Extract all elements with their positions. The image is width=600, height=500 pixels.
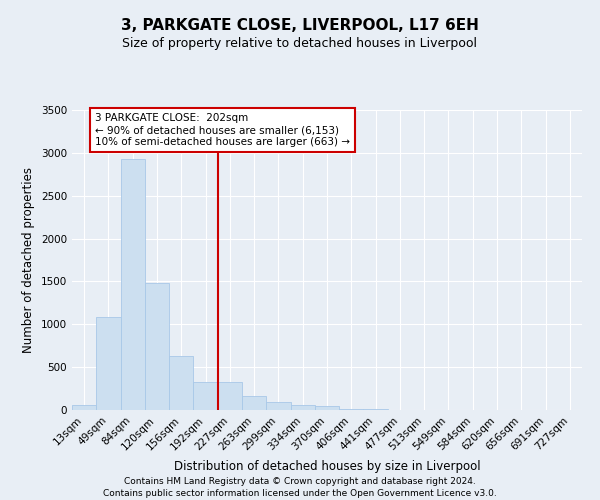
Bar [364,409,388,410]
Text: 3 PARKGATE CLOSE:  202sqm
← 90% of detached houses are smaller (6,153)
10% of se: 3 PARKGATE CLOSE: 202sqm ← 90% of detach… [95,114,350,146]
Text: Contains public sector information licensed under the Open Government Licence v3: Contains public sector information licen… [103,489,497,498]
Text: Contains HM Land Registry data © Crown copyright and database right 2024.: Contains HM Land Registry data © Crown c… [124,478,476,486]
Y-axis label: Number of detached properties: Number of detached properties [22,167,35,353]
Text: Size of property relative to detached houses in Liverpool: Size of property relative to detached ho… [122,38,478,51]
Bar [266,402,290,410]
Bar [72,405,96,410]
X-axis label: Distribution of detached houses by size in Liverpool: Distribution of detached houses by size … [173,460,481,473]
Bar [145,283,169,410]
Text: 3, PARKGATE CLOSE, LIVERPOOL, L17 6EH: 3, PARKGATE CLOSE, LIVERPOOL, L17 6EH [121,18,479,32]
Bar [121,159,145,410]
Bar [193,382,218,410]
Bar [339,409,364,410]
Bar [290,406,315,410]
Bar [169,356,193,410]
Bar [96,318,121,410]
Bar [218,382,242,410]
Bar [242,396,266,410]
Bar [315,406,339,410]
